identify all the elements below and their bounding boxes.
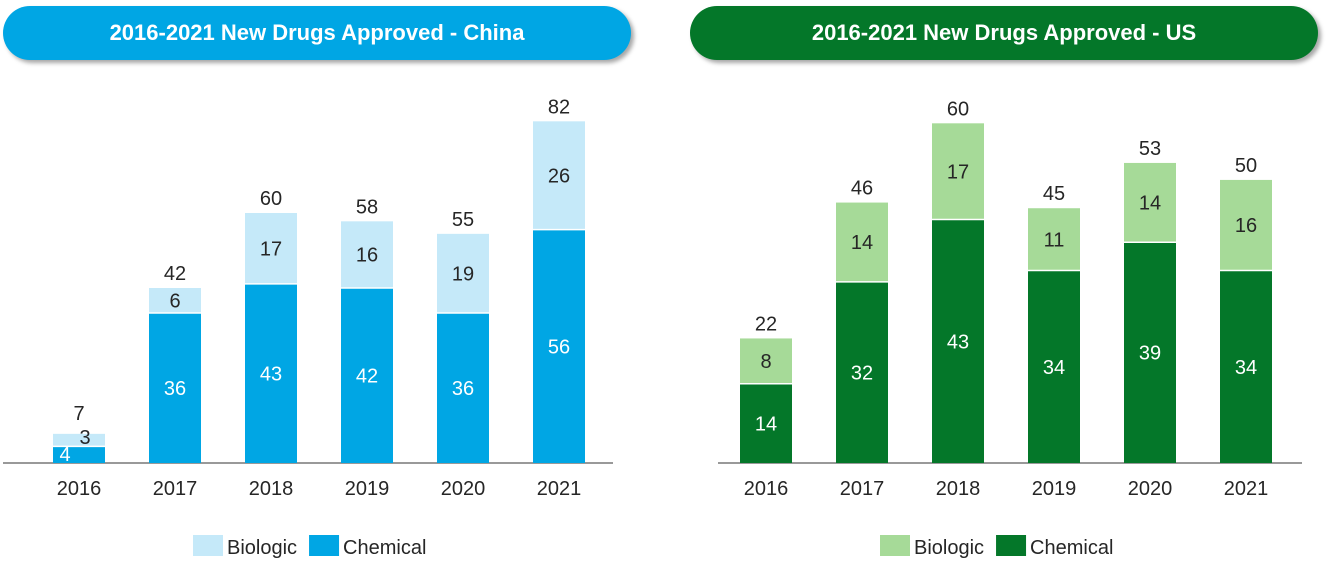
china-tick-label-2016: 2016	[57, 478, 102, 500]
us-label-chemical-2021: 34	[1235, 357, 1257, 379]
us-bar-chemical-2020	[1124, 242, 1176, 463]
china-bar-biologic-2018	[245, 213, 297, 284]
us-bar-chemical-2019	[1028, 270, 1080, 463]
us-label-biologic-2020: 14	[1139, 193, 1161, 215]
us-label-total-2017: 46	[851, 178, 873, 200]
us-bar-biologic-2021	[1220, 179, 1272, 271]
us-legend-label-biologic: Biologic	[914, 537, 984, 559]
us-bar-biologic-2018	[932, 123, 984, 220]
china-bar-biologic-2020	[437, 233, 489, 313]
china-bar-biologic-2016	[53, 433, 105, 447]
china-tick-label-2021: 2021	[537, 478, 582, 500]
us-bar-chemical-2016	[740, 383, 792, 463]
china-tick-label-2017: 2017	[153, 478, 198, 500]
china-chart-plot: 4372016366422017431760201842165820193619…	[3, 96, 613, 559]
china-tick-label-2019: 2019	[345, 478, 390, 500]
us-label-total-2021: 50	[1235, 155, 1257, 177]
us-chart-panel: 2016-2021 New Drugs Approved - US 14 8 22 2…	[690, 0, 1330, 564]
us-bar-chemical-2017	[836, 281, 888, 463]
china-label-biologic-2017: 6	[169, 291, 180, 313]
us-legend: Biologic Chemical	[880, 535, 1113, 559]
us-tick-label-2017: 2017	[840, 478, 885, 500]
us-label-biologic-2021: 16	[1235, 215, 1257, 237]
china-label-chemical-2017: 36	[164, 378, 186, 400]
china-legend: Biologic Chemical	[193, 535, 426, 559]
china-legend-swatch-chemical	[309, 535, 340, 556]
us-legend-swatch-biologic	[880, 535, 910, 556]
china-label-total-2021: 82	[548, 96, 570, 118]
us-label-total-2018: 60	[947, 98, 969, 120]
china-bar-biologic-2017	[149, 288, 201, 313]
china-bar-chemical-2016	[53, 446, 105, 463]
china-label-total-2016: 7	[73, 403, 84, 425]
china-bar-chemical-2018	[245, 283, 297, 463]
us-label-biologic-2019: 11	[1044, 229, 1065, 251]
us-tick-label-2018: 2018	[936, 478, 981, 500]
china-bar-chemical-2021	[533, 229, 585, 463]
us-bar-biologic-2020	[1124, 162, 1176, 243]
us-legend-swatch-chemical	[996, 535, 1027, 556]
us-tick-label-2019: 2019	[1032, 478, 1077, 500]
us-chart-plot: 14 8 22 2016 32 14 46 2017 43 17 60 2018 34 11 45 2019 3…	[718, 98, 1302, 559]
us-legend-label-chemical: Chemical	[1030, 537, 1113, 559]
us-chart-title: 2016-2021 New Drugs Approved - US	[690, 6, 1318, 60]
china-legend-label-chemical: Chemical	[343, 537, 426, 559]
us-label-chemical-2017: 32	[851, 362, 873, 384]
china-label-biologic-2021: 26	[548, 166, 570, 188]
china-bar-chemical-2019	[341, 288, 393, 463]
china-label-total-2019: 58	[356, 196, 378, 218]
us-label-chemical-2018: 43	[947, 331, 969, 353]
us-bar-biologic-2017	[836, 202, 888, 282]
china-label-chemical-2019: 42	[356, 366, 378, 388]
us-label-biologic-2018: 17	[947, 161, 969, 183]
china-label-biologic-2016: 3	[79, 427, 90, 449]
china-legend-label-biologic: Biologic	[227, 537, 297, 559]
us-label-total-2020: 53	[1139, 138, 1161, 160]
us-label-chemical-2016: 14	[755, 413, 777, 435]
china-label-total-2017: 42	[164, 263, 186, 285]
us-label-total-2016: 22	[755, 313, 777, 335]
china-label-chemical-2018: 43	[260, 363, 282, 385]
china-label-chemical-2016: 4	[59, 444, 70, 466]
china-label-biologic-2019: 16	[356, 245, 378, 267]
us-bar-biologic-2019	[1028, 208, 1080, 271]
us-label-chemical-2019: 34	[1043, 357, 1065, 379]
us-tick-label-2020: 2020	[1128, 478, 1173, 500]
china-tick-label-2020: 2020	[441, 478, 486, 500]
us-bar-chemical-2018	[932, 219, 984, 463]
china-label-chemical-2020: 36	[452, 378, 474, 400]
china-bar-chemical-2017	[149, 313, 201, 463]
us-label-chemical-2020: 39	[1139, 343, 1161, 365]
china-bar-chemical-2020	[437, 313, 489, 463]
us-tick-label-2016: 2016	[744, 478, 789, 500]
china-legend-swatch-biologic	[193, 535, 223, 556]
us-label-total-2019: 45	[1043, 183, 1065, 205]
china-label-biologic-2018: 17	[260, 238, 282, 260]
china-bar-biologic-2021	[533, 121, 585, 230]
us-label-biologic-2016: 8	[760, 351, 771, 373]
us-label-biologic-2017: 14	[851, 232, 873, 254]
us-bar-chemical-2021	[1220, 270, 1272, 463]
china-tick-label-2018: 2018	[249, 478, 294, 500]
us-bar-biologic-2016	[740, 338, 792, 384]
china-label-total-2020: 55	[452, 209, 474, 231]
china-label-biologic-2020: 19	[452, 263, 474, 285]
china-chart-title: 2016-2021 New Drugs Approved - China	[3, 6, 631, 60]
china-label-chemical-2021: 56	[548, 336, 570, 358]
us-tick-label-2021: 2021	[1224, 478, 1269, 500]
china-label-total-2018: 60	[260, 188, 282, 210]
china-bar-biologic-2019	[341, 221, 393, 288]
